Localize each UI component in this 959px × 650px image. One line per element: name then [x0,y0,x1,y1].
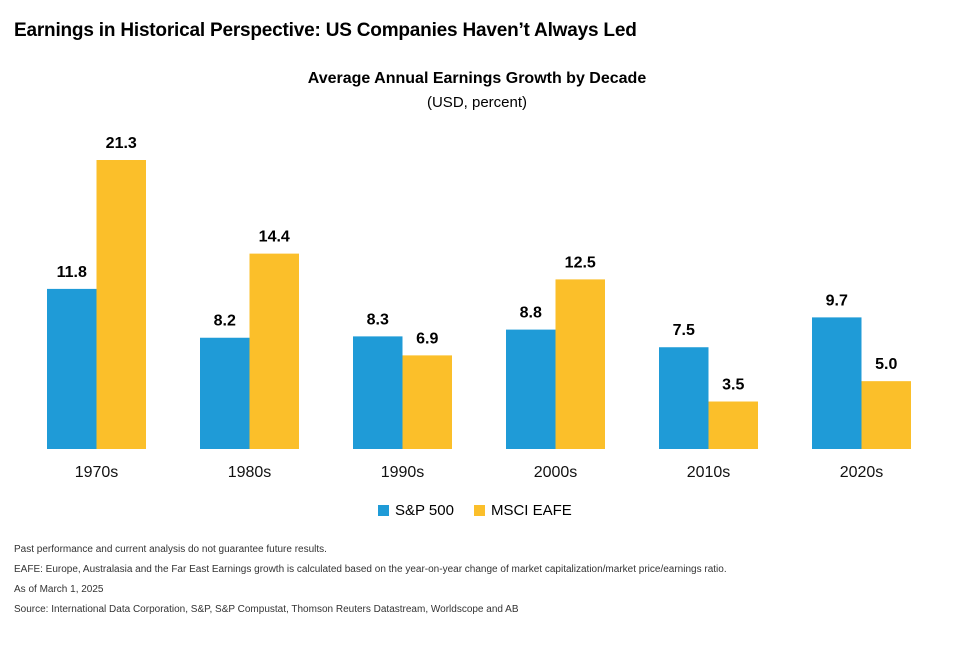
bar-msci-eafe-1970s [96,160,146,449]
x-tick-label-2010s: 2010s [687,464,731,481]
bar-msci-eafe-2000s [555,279,605,449]
legend-label-sp500: S&P 500 [395,502,454,519]
data-label-msci-eafe-2010s: 3.5 [722,377,744,394]
data-label-sp-500-2000s: 8.8 [520,305,542,322]
legend-swatch-sp500 [378,505,389,516]
data-label-sp-500-2010s: 7.5 [673,322,695,339]
x-tick-label-1970s: 1970s [75,464,119,481]
legend-item-sp500: S&P 500 [378,502,454,519]
data-label-sp-500-1990s: 8.3 [367,311,389,328]
chart-title: Average Annual Earnings Growth by Decade [307,70,647,87]
page-title: Earnings in Historical Perspective: US C… [14,20,637,41]
bar-sp-500-2000s [506,329,556,449]
footnote-as-of-date: As of March 1, 2025 [14,584,104,595]
bar-msci-eafe-2020s [861,381,911,449]
legend-item-msci-eafe: MSCI EAFE [473,502,572,519]
bar-msci-eafe-2010s [708,401,758,449]
bar-sp-500-1990s [353,336,403,449]
x-tick-label-2000s: 2000s [534,464,578,481]
footnotes: Past performance and current analysis do… [14,543,727,623]
data-label-sp-500-2020s: 9.7 [826,292,848,309]
data-label-msci-eafe-2020s: 5.0 [875,356,897,373]
data-label-msci-eafe-2000s: 12.5 [565,254,596,271]
chart-subtitle: (USD, percent) [426,94,528,111]
footnote-eafe-definition: EAFE: Europe, Australasia and the Far Ea… [14,564,727,575]
x-tick-label-2020s: 2020s [840,464,884,481]
bar-chart: 11.8 21.3 1970s 8.2 14.4 1980s 8.3 6.9 1990s 8.8 1… [47,135,911,481]
bar-msci-eafe-1990s [402,355,452,449]
data-label-sp-500-1970s: 11.8 [57,264,87,281]
x-tick-label-1990s: 1990s [381,464,425,481]
footnote-source: Source: International Data Corporation, … [14,604,519,615]
chart-legend: S&P 500 MSCI EAFE [378,502,592,519]
bar-sp-500-2020s [812,317,862,449]
legend-label-msci-eafe: MSCI EAFE [490,502,572,519]
data-label-msci-eafe-1970s: 21.3 [106,135,137,152]
bar-sp-500-1970s [47,288,97,449]
data-label-sp-500-1980s: 8.2 [214,313,236,330]
bar-msci-eafe-1980s [249,253,299,449]
footnote-disclaimer: Past performance and current analysis do… [14,544,327,555]
x-tick-label-1980s: 1980s [228,464,272,481]
data-label-msci-eafe-1980s: 14.4 [259,229,290,246]
data-label-msci-eafe-1990s: 6.9 [416,330,438,347]
bar-sp-500-2010s [659,347,709,449]
legend-swatch-msci-eafe [473,505,485,516]
bar-sp-500-1980s [200,337,250,449]
